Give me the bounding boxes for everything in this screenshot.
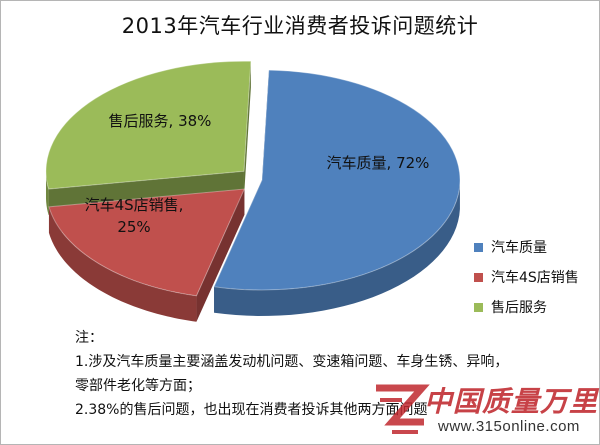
legend-swatch-quality <box>474 242 483 252</box>
note-line-3: 2.38%的售后问题，也出现在消费者投诉其他两方面问题 <box>75 402 428 418</box>
note-line-2: 零部件老化等方面； <box>75 378 201 394</box>
chart-notes: 注： 1.涉及汽车质量主要涵盖发动机问题、变速箱问题、车身生锈、异响， 零部件老… <box>75 326 595 422</box>
legend-item-after-sales: 售后服务 <box>474 292 579 322</box>
notes-heading: 注： <box>75 330 103 346</box>
chart-legend: 汽车质量 汽车4S店销售 售后服务 <box>474 232 579 322</box>
pie-3d-group <box>45 60 461 322</box>
slice-side-quality-0 <box>214 183 460 316</box>
watermark: 中国质量万里行 www.315online.com <box>372 378 600 442</box>
legend-label-quality: 汽车质量 <box>491 240 547 256</box>
slice-label-quality: 汽车质量, 72% <box>327 154 430 172</box>
slice-4s-sales <box>48 188 246 297</box>
slice-wall-4s-sales-0 <box>196 189 245 322</box>
legend-swatch-4s-sales <box>474 272 483 282</box>
note-line-1: 1.涉及汽车质量主要涵盖发动机问题、变速箱问题、车身生锈、异响， <box>75 354 509 370</box>
slice-label-4s-sales: 汽车4S店销售, 25% <box>85 196 184 236</box>
slice-label-after-sales: 售后服务, 38% <box>109 112 212 130</box>
watermark-url: www.315online.com <box>438 418 580 435</box>
watermark-name: 中国质量万里行 <box>424 385 600 418</box>
legend-item-4s-sales: 汽车4S店销售 <box>474 262 579 292</box>
legend-label-after-sales: 售后服务 <box>491 300 547 316</box>
legend-item-quality: 汽车质量 <box>474 232 579 262</box>
slice-side-after-sales-0 <box>45 169 49 216</box>
chart-title: 2013年汽车行业消费者投诉问题统计 <box>121 14 479 38</box>
slice-after-sales <box>45 60 252 190</box>
legend-label-4s-sales: 汽车4S店销售 <box>491 270 579 286</box>
slice-wall-after-sales-1 <box>243 61 251 198</box>
slice-quality <box>213 69 461 291</box>
legend-swatch-after-sales <box>474 302 483 312</box>
pie-labels-group: 汽车质量, 72% 汽车4S店销售, 25% 售后服务, 38% <box>85 112 430 236</box>
slice-side-4s-sales-0 <box>48 206 197 322</box>
watermark-logo-icon <box>376 384 430 434</box>
